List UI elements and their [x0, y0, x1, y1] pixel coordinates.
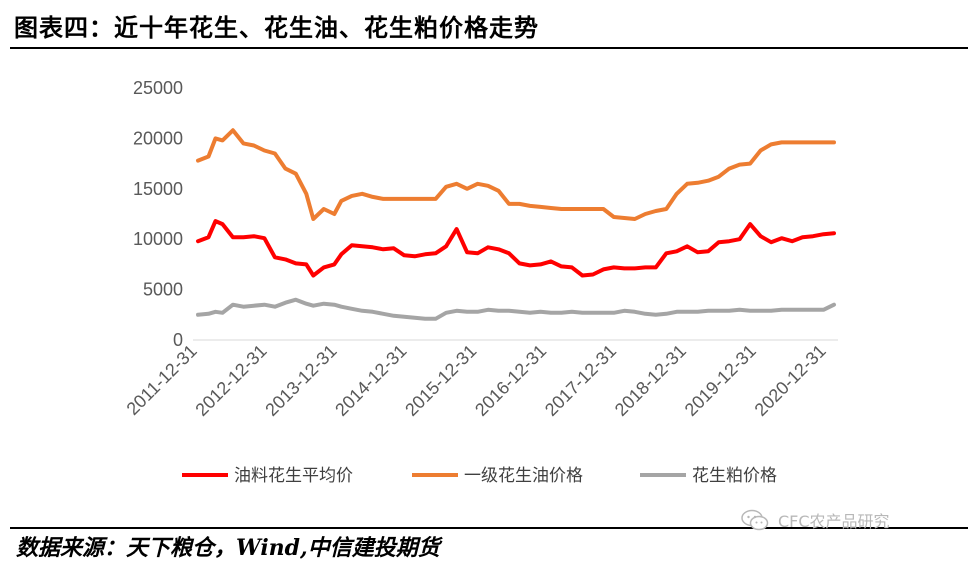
legend-label-2: 一级花生油价格: [464, 466, 583, 486]
x-tick-label: 2020-12-31: [751, 341, 830, 420]
legend: 油料花生平均价 一级花生油价格 花生粕价格: [182, 466, 777, 486]
x-tick-label: 2014-12-31: [331, 341, 410, 420]
x-tick-label: 2013-12-31: [261, 341, 340, 420]
legend-label-1: 油料花生平均价: [234, 466, 353, 486]
y-tick-label: 15000: [133, 179, 183, 199]
y-tick-label: 20000: [133, 128, 183, 148]
data-source: 数据来源：天下粮仓，Wind,中信建投期货: [16, 535, 440, 561]
top-rule: [10, 47, 968, 49]
wechat-icon: [741, 509, 769, 531]
series-lines: [196, 128, 836, 321]
y-tick-label: 25000: [133, 78, 183, 98]
x-tick-label: 2018-12-31: [611, 341, 690, 420]
x-tick-label: 2017-12-31: [541, 341, 620, 420]
y-tick-label: 10000: [133, 229, 183, 249]
y-tick-label: 0: [173, 330, 183, 350]
watermark: CFC农产品研究: [740, 505, 890, 535]
chart-title: 图表四：近十年花生、花生油、花生粕价格走势: [14, 14, 539, 42]
y-tick-label: 5000: [143, 280, 183, 300]
x-tick-label: 2011-12-31: [123, 341, 201, 419]
bottom-rule: [10, 527, 968, 529]
x-tick-label: 2012-12-31: [191, 341, 270, 420]
x-axis-ticks: 2011-12-312012-12-312013-12-312014-12-31…: [123, 341, 830, 420]
series-line-2: [196, 128, 836, 221]
y-axis-ticks: 0 5000 10000 15000 20000 25000: [133, 78, 183, 350]
series-line-3: [196, 297, 836, 321]
x-tick-label: 2019-12-31: [681, 341, 760, 420]
watermark-text: CFC农产品研究: [778, 512, 890, 531]
legend-label-3: 花生粕价格: [692, 466, 777, 486]
series-line-1: [196, 219, 836, 278]
x-tick-label: 2016-12-31: [471, 341, 550, 420]
x-tick-label: 2015-12-31: [401, 341, 480, 420]
